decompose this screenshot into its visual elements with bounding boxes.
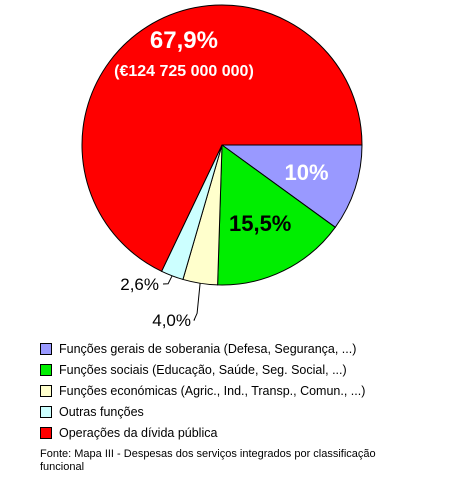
- data-label: 10%: [285, 160, 329, 185]
- leader-line: [193, 283, 201, 321]
- legend-label: Operações da dívida pública: [59, 425, 218, 440]
- data-label: (€124 725 000 000): [114, 63, 254, 80]
- pie-chart: 10% 15,5% 67,9% (€124 725 000 000) 2,6% 4,0%: [81, 4, 363, 330]
- pie-slice: [81, 4, 363, 272]
- legend: Funções gerais de soberania (Defesa, Seg…: [40, 338, 365, 443]
- data-label: 4,0%: [152, 311, 191, 330]
- legend-item: Funções sociais (Educação, Saúde, Seg. S…: [40, 359, 365, 380]
- legend-item: Operações da dívida pública: [40, 422, 365, 443]
- legend-swatch: [40, 342, 52, 355]
- leader-line: [162, 275, 173, 285]
- data-label: 67,9%: [150, 27, 218, 54]
- source-note: Fonte: Mapa III - Despesas dos serviços …: [40, 448, 376, 473]
- legend-item: Funções gerais de soberania (Defesa, Seg…: [40, 338, 365, 359]
- legend-item: Outras funções: [40, 401, 365, 422]
- pie-slice: [220, 144, 363, 228]
- data-label: 2,6%: [120, 275, 159, 294]
- legend-label: Outras funções: [59, 404, 144, 419]
- legend-swatch: [40, 405, 52, 418]
- legend-swatch: [40, 363, 52, 376]
- data-label: 15,5%: [229, 211, 291, 236]
- legend-label: Funções sociais (Educação, Saúde, Seg. S…: [59, 362, 347, 377]
- legend-swatch: [40, 384, 52, 397]
- pie-slice: [217, 144, 336, 286]
- legend-label: Funções económicas (Agric., Ind., Transp…: [59, 383, 366, 398]
- legend-swatch: [40, 426, 52, 439]
- legend-label: Funções gerais de soberania (Defesa, Seg…: [59, 341, 357, 356]
- legend-item: Funções económicas (Agric., Ind., Transp…: [40, 380, 365, 401]
